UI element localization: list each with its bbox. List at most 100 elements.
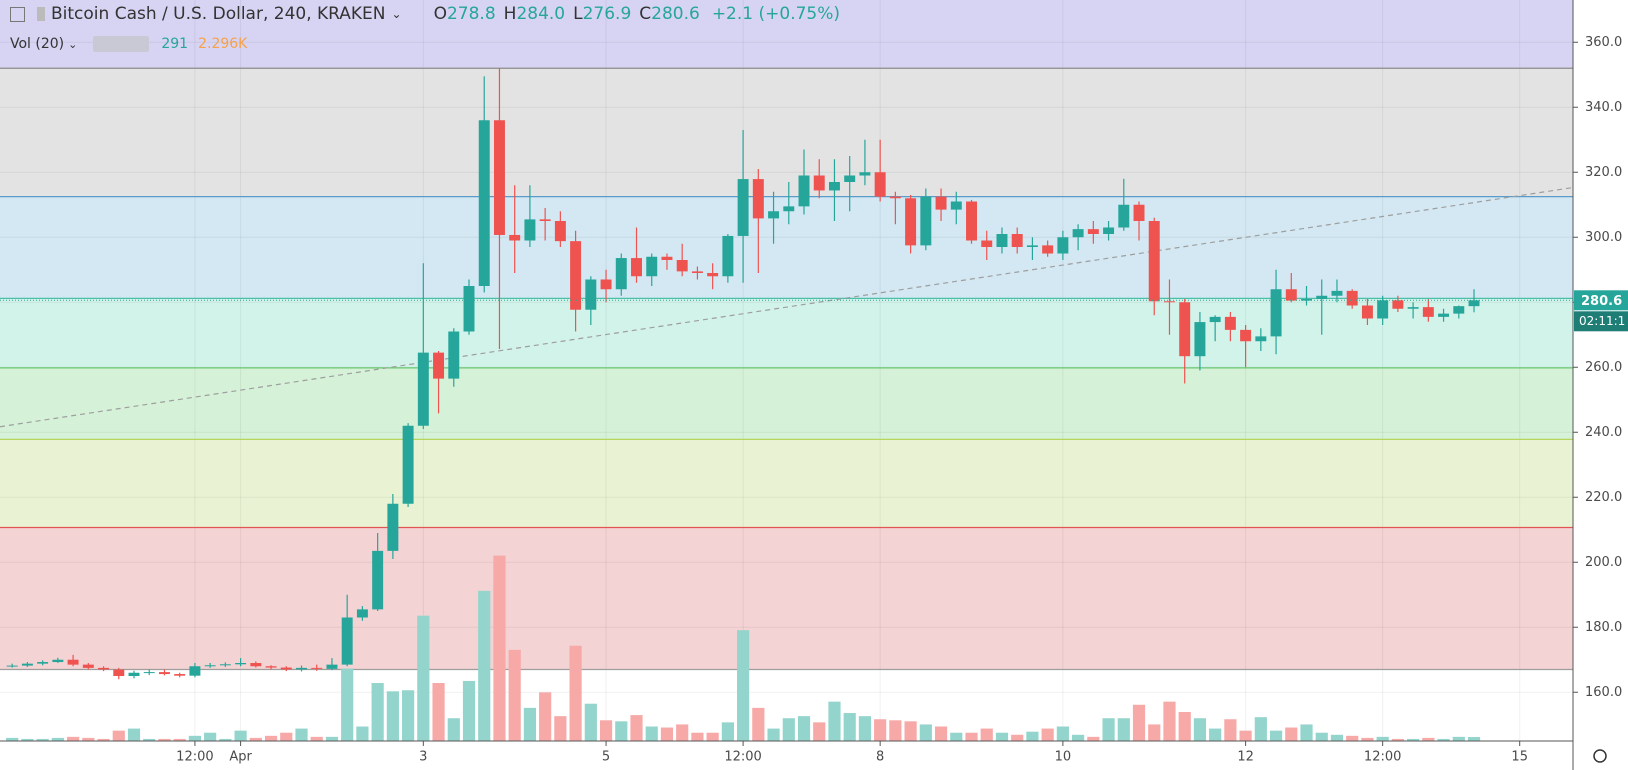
ohlc-value: 284.0 [516, 4, 566, 24]
volume-bar [599, 720, 613, 741]
candle-body [615, 258, 627, 290]
volume-bar [1437, 738, 1450, 741]
candle-body [1163, 301, 1175, 303]
volume-bar [1056, 726, 1069, 741]
candle-body [113, 669, 125, 676]
x-tick-label: Apr [229, 750, 252, 765]
candle-body [1255, 336, 1267, 342]
volume-bar [889, 720, 902, 741]
y-tick-label: 220.0 [1585, 490, 1622, 505]
volume-bar [1239, 730, 1252, 741]
candle-body [326, 664, 338, 669]
volume-bar [417, 615, 430, 741]
candle-body [387, 503, 399, 551]
volume-bar [51, 737, 64, 741]
candle-body [768, 211, 780, 219]
volume-bar [767, 728, 780, 741]
dropdown[interactable]: ⌄ [391, 7, 402, 21]
candle-body [478, 120, 490, 286]
candle-body [311, 667, 323, 669]
price-axis [1573, 0, 1628, 770]
candle-body [737, 179, 749, 236]
volume-bar [706, 732, 719, 741]
candle-body [52, 659, 64, 663]
level-zone [0, 527, 1573, 670]
candle-body [1331, 290, 1343, 296]
candle-body [1346, 290, 1358, 306]
candle-body [1072, 229, 1084, 238]
candle-body [433, 352, 445, 379]
candle-body [524, 219, 536, 241]
volume-bar [523, 707, 537, 741]
settings-icon[interactable] [1593, 749, 1607, 763]
volume-bar [1346, 735, 1359, 741]
x-tick-label: 5 [602, 750, 610, 765]
candle-body [859, 172, 871, 176]
candle-body [676, 260, 688, 272]
candle-body [280, 667, 292, 670]
volume-bar [874, 719, 887, 741]
y-tick-label: 300.0 [1585, 230, 1622, 245]
candle-body [1453, 306, 1465, 314]
volume-bar [843, 713, 856, 741]
volume-bar [1422, 737, 1435, 741]
volume-ma: 2.296K [198, 36, 248, 52]
volume-bar [1376, 736, 1389, 741]
time-axis [0, 741, 1573, 770]
candle-body [296, 667, 307, 670]
y-tick-label: 240.0 [1585, 425, 1622, 440]
volume-bar [264, 735, 278, 741]
volume-bar [965, 732, 978, 741]
candle-body [631, 258, 642, 277]
candle-body [98, 667, 110, 670]
volume-bar [356, 726, 369, 741]
candle-body [539, 219, 551, 221]
candle-body [1407, 307, 1419, 309]
candle-body [1103, 227, 1115, 234]
candle-body [828, 182, 840, 191]
volume-bar [493, 555, 506, 741]
candle-body [1209, 316, 1221, 323]
volume-bar [402, 690, 415, 741]
legend-row: Bitcoin Cash / U.S. Dollar, 240, KRAKEN … [10, 4, 848, 24]
ohlc-key: L [573, 4, 583, 24]
candle-body [356, 609, 368, 618]
volume-bar [234, 730, 247, 741]
candle-body [67, 659, 79, 665]
volume-bar [828, 701, 841, 741]
y-tick-label: 340.0 [1585, 100, 1622, 115]
candle-body [570, 241, 582, 310]
symbol[interactable]: Bitcoin Cash / U.S. Dollar, 240, KRAKEN [51, 4, 386, 24]
indicator-buttons[interactable] [93, 36, 150, 52]
volume-bar [1117, 718, 1130, 741]
volume-bar [21, 738, 34, 741]
y-tick-label: 180.0 [1585, 620, 1622, 635]
candle-body [1042, 245, 1054, 254]
volume-bar [630, 715, 643, 741]
volume-bar [1102, 718, 1115, 741]
candle-body [798, 175, 810, 207]
last-price-label: 280.6 [1581, 294, 1622, 309]
volume-bar [173, 738, 186, 741]
candle-body [174, 674, 186, 676]
candle-body [1422, 307, 1434, 317]
volume-bar [219, 738, 232, 741]
x-tick-label: 8 [876, 750, 884, 765]
volume-bar [660, 727, 674, 741]
volume-bar [188, 735, 202, 741]
trendline [0, 186, 1574, 428]
volume-bar [36, 738, 49, 741]
candle-body [1468, 300, 1480, 307]
candle-body [189, 666, 201, 676]
collapse-button[interactable] [10, 6, 25, 22]
x-tick-label: 12 [1237, 750, 1254, 765]
candle-body [1240, 329, 1252, 342]
candle-body [6, 665, 18, 667]
dropdown[interactable]: ⌄ [68, 37, 78, 51]
ohlc-value: 280.6 [651, 4, 700, 24]
volume-bar [813, 722, 826, 741]
volume-bar [1148, 724, 1161, 741]
candle-body [585, 279, 597, 310]
volume-bar [508, 649, 521, 741]
